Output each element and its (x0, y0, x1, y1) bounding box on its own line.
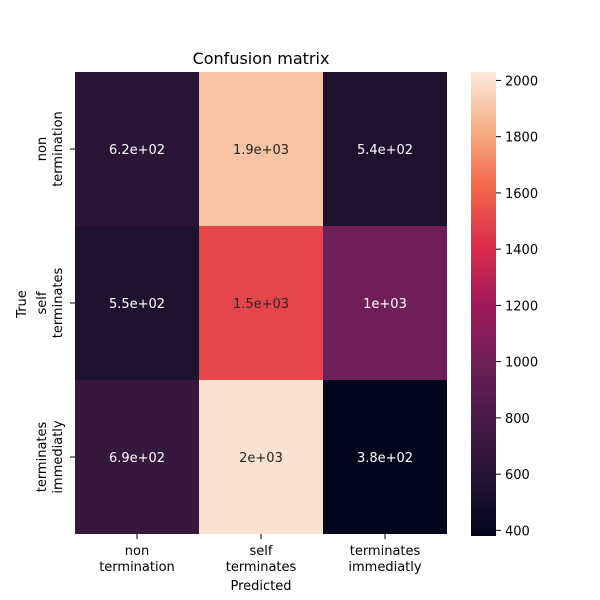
heatmap-cell (75, 72, 199, 226)
y-tick-label: selfterminates (35, 267, 66, 338)
y-tick-label: nontermination (35, 111, 66, 187)
heatmap-cells: 6.2e+02 1.9e+03 5.4e+02 5.5e+02 1.5e+03 1e+03… (75, 72, 447, 534)
y-axis-ticks: nontermination selfterminates terminatesim… (35, 111, 75, 494)
cell-value-label: 1e+03 (363, 297, 407, 312)
colorbar-tick-label: 1600 (505, 187, 538, 202)
heatmap-cell (199, 226, 323, 380)
colorbar-tick-label: 2000 (505, 74, 538, 89)
heatmap-cell (75, 380, 199, 534)
x-axis-ticks: non termination self terminates terminates im… (99, 534, 422, 575)
colorbar-tick-label: 400 (505, 524, 530, 539)
x-tick-label: terminates immediatly (348, 544, 421, 575)
x-axis-label: Predicted (230, 579, 291, 594)
cell-value-label: 6.9e+02 (109, 451, 165, 466)
colorbar-tick-label: 1200 (505, 299, 538, 314)
colorbar (471, 72, 496, 536)
colorbar-tick-label: 1000 (505, 356, 538, 371)
cell-value-label: 3.8e+02 (357, 451, 413, 466)
x-tick-label: non termination (99, 544, 175, 575)
heatmap-cell (75, 226, 199, 380)
heatmap-cell (323, 380, 447, 534)
colorbar-tick-label: 1800 (505, 131, 538, 146)
heatmap-cell (199, 380, 323, 534)
colorbar-tick-label: 1400 (505, 243, 538, 258)
cell-value-label: 2e+03 (239, 451, 283, 466)
cell-value-label: 5.4e+02 (357, 143, 413, 158)
y-axis-label: True (15, 290, 30, 319)
y-tick-label: terminatesimmediatly (35, 420, 66, 493)
colorbar-tick-label: 600 (505, 468, 530, 483)
cell-value-label: 5.5e+02 (109, 297, 165, 312)
colorbar-tick-label: 800 (505, 412, 530, 427)
cell-value-label: 1.5e+03 (233, 297, 289, 312)
colorbar-ticks: 400 600 800 1000 1200 1400 1600 1800 2000 (496, 74, 538, 539)
cell-value-label: 1.9e+03 (233, 143, 289, 158)
heatmap-cell (199, 72, 323, 226)
heatmap-cell (323, 72, 447, 226)
cell-value-label: 6.2e+02 (109, 143, 165, 158)
x-tick-label: self terminates (226, 544, 297, 575)
chart-title: Confusion matrix (193, 49, 330, 68)
heatmap-cell (323, 226, 447, 380)
